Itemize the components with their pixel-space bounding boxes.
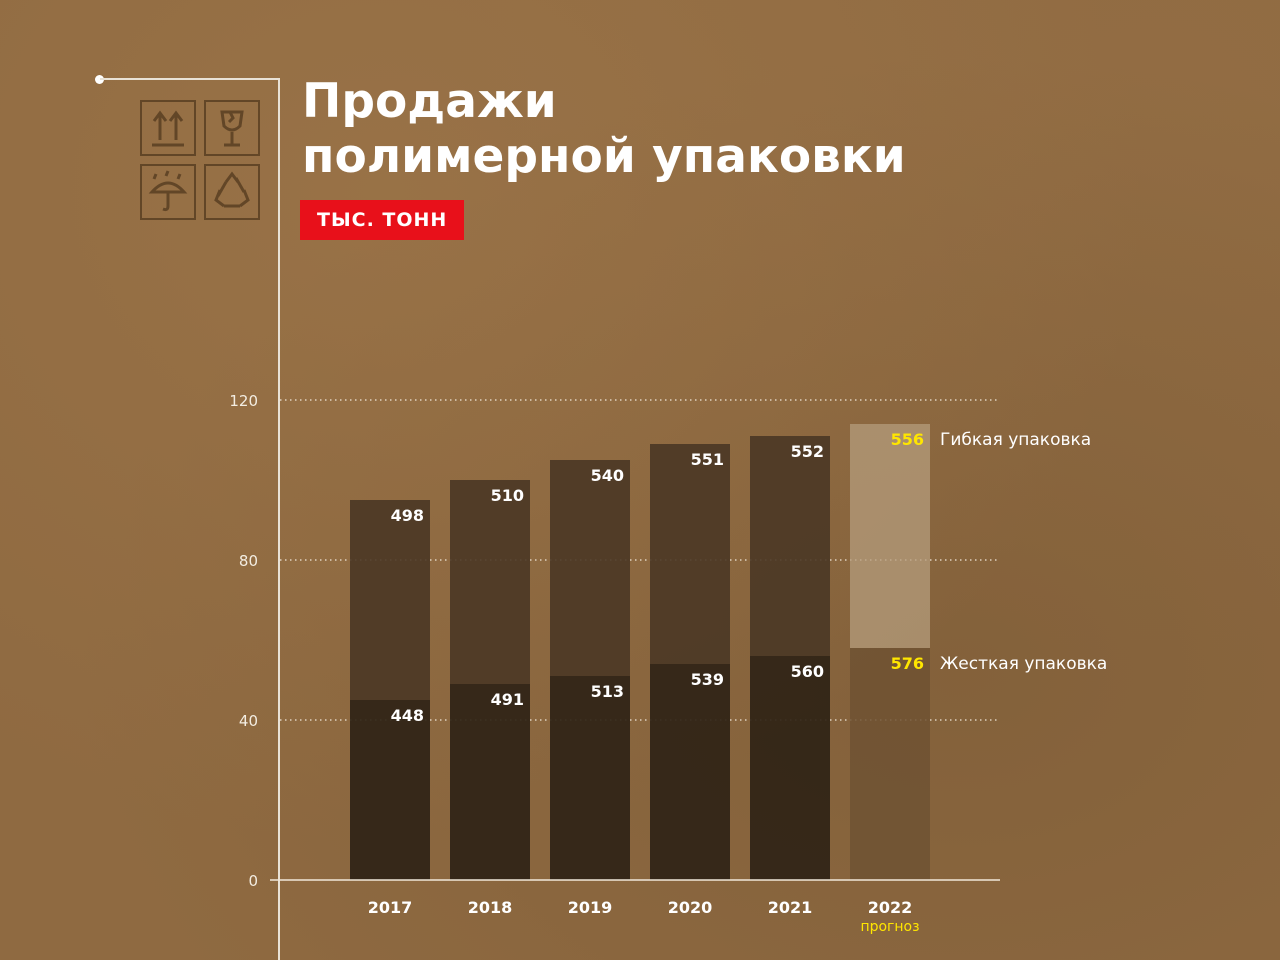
bar-rigid-2021	[750, 656, 830, 880]
value-label-flexible-2022: 556	[891, 430, 924, 449]
x-tick-label-2022: 2022	[868, 898, 913, 917]
bar-flexible-2019	[550, 460, 630, 676]
bar-rigid-2020	[650, 664, 730, 880]
value-label-rigid-2020: 539	[691, 670, 724, 689]
x-tick-label-2020: 2020	[668, 898, 713, 917]
value-label-flexible-2019: 540	[591, 466, 624, 485]
value-label-flexible-2020: 551	[691, 450, 724, 469]
keep-dry-umbrella-icon	[140, 164, 196, 220]
bar-flexible-2022	[850, 424, 930, 648]
x-tick-note-2022: прогноз	[860, 919, 919, 935]
x-tick-label-2021: 2021	[768, 898, 813, 917]
bar-flexible-2020	[650, 444, 730, 664]
legend-rigid-packaging: Жесткая упаковка	[940, 654, 1107, 674]
unit-badge: ТЫС. ТОНН	[300, 200, 465, 240]
frame-top-line	[100, 78, 280, 80]
bar-rigid-2019	[550, 676, 630, 880]
chart-title: Продажи полимерной упаковки	[302, 74, 906, 184]
y-tick-label-0: 0	[248, 872, 258, 890]
x-tick-label-2017: 2017	[368, 898, 413, 917]
recycle-icon	[204, 164, 260, 220]
bar-flexible-2021	[750, 436, 830, 656]
legend-flexible-packaging: Гибкая упаковка	[940, 430, 1091, 450]
this-way-up-icon	[140, 100, 196, 156]
y-tick-label-80: 80	[239, 552, 258, 570]
packaging-icons	[140, 100, 262, 222]
value-label-rigid-2021: 560	[791, 662, 824, 681]
bar-rigid-2017	[350, 700, 430, 880]
frame-vertical-line	[278, 78, 280, 960]
value-label-flexible-2017: 498	[391, 506, 424, 525]
fragile-glass-icon	[204, 100, 260, 156]
x-tick-label-2018: 2018	[468, 898, 513, 917]
x-tick-label-2019: 2019	[568, 898, 613, 917]
bar-rigid-2022	[850, 648, 930, 880]
value-label-flexible-2021: 552	[791, 442, 824, 461]
value-label-flexible-2018: 510	[491, 486, 524, 505]
bar-flexible-2017	[350, 500, 430, 700]
chart-title-line-1: Продажи	[302, 74, 557, 129]
value-label-rigid-2022: 576	[891, 654, 924, 673]
chart-title-line-2: полимерной упаковки	[302, 129, 906, 184]
frame-dot	[95, 75, 104, 84]
y-tick-label-120: 120	[229, 392, 258, 410]
bar-rigid-2018	[450, 684, 530, 880]
value-label-rigid-2019: 513	[591, 682, 624, 701]
value-label-rigid-2017: 448	[391, 706, 424, 725]
value-label-rigid-2018: 491	[491, 690, 524, 709]
y-tick-label-40: 40	[239, 712, 258, 730]
bar-flexible-2018	[450, 480, 530, 684]
